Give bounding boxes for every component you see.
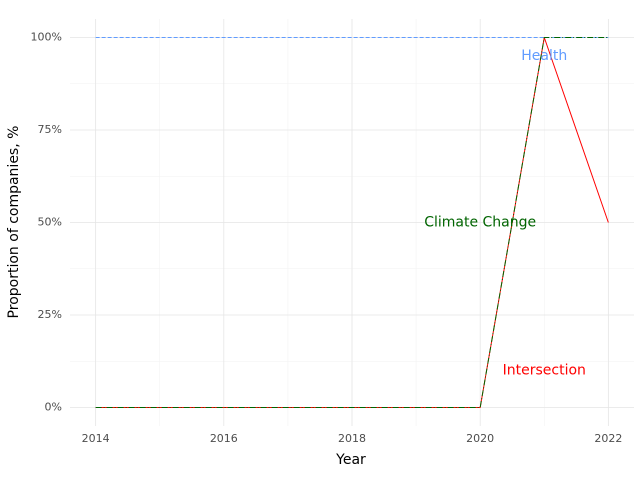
series-line-climate-change [95, 37, 609, 408]
y-axis-title: Proportion of companies, % [6, 126, 22, 319]
y-tick-label: 100% [31, 31, 62, 44]
series-lines [95, 37, 609, 408]
series-annotations: Health Climate Change Intersection [424, 48, 586, 379]
x-tick-label: 2014 [82, 432, 110, 445]
annotation-intersection: Intersection [503, 363, 586, 379]
x-tick-label: 2020 [466, 432, 494, 445]
y-tick-label: 50% [38, 216, 62, 229]
x-axis-title: Year [335, 452, 366, 468]
annotation-health: Health [521, 48, 567, 64]
y-tick-label: 0% [45, 401, 62, 414]
x-tick-label: 2018 [338, 432, 366, 445]
x-tick-label: 2022 [594, 432, 622, 445]
y-tick-label: 75% [38, 123, 62, 136]
annotation-climate-change: Climate Change [424, 215, 536, 231]
y-tick-label: 25% [38, 308, 62, 321]
x-axis-ticks: 2014 2016 2018 2020 2022 [82, 432, 623, 445]
y-axis-ticks: 0% 25% 50% 75% 100% [31, 31, 62, 414]
x-tick-label: 2016 [210, 432, 238, 445]
